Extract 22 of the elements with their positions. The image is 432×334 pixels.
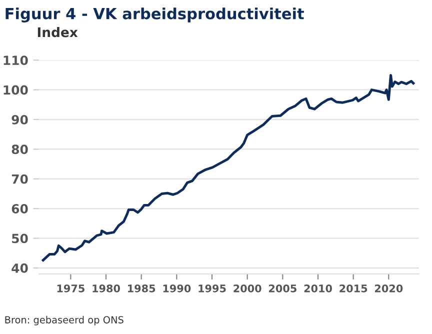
y-tick-label: 40 bbox=[12, 263, 28, 273]
x-tick-label: 1985 bbox=[128, 284, 156, 292]
x-tick-label: 2010 bbox=[304, 284, 332, 292]
x-tick-label: 2005 bbox=[268, 284, 296, 292]
x-tick-label: 1980 bbox=[92, 284, 120, 292]
y-tick-label: 90 bbox=[12, 114, 28, 124]
y-tick-label: 60 bbox=[12, 204, 28, 214]
y-axis-title: Index bbox=[38, 27, 78, 38]
chart-title: Figuur 4 - VK arbeidsproductiviteit bbox=[6, 8, 304, 22]
line-series bbox=[42, 74, 415, 262]
y-tick-label: 110 bbox=[4, 56, 28, 66]
text: Bron: gebaseerd op ONS bbox=[5, 316, 124, 326]
x-tick-label: 2015 bbox=[340, 284, 368, 292]
y-tick-label: 100 bbox=[4, 85, 28, 95]
x-tick-label: 2000 bbox=[234, 284, 262, 292]
x-tick-label: 1995 bbox=[198, 284, 226, 292]
y-tick-label: 50 bbox=[12, 234, 28, 244]
x-tick-label: 1990 bbox=[163, 284, 191, 292]
x-tick-label: 2020 bbox=[374, 284, 403, 292]
y-tick-label: 70 bbox=[12, 174, 28, 184]
x-tick-label: 1975 bbox=[57, 284, 84, 292]
y-tick-label: 80 bbox=[12, 144, 28, 154]
